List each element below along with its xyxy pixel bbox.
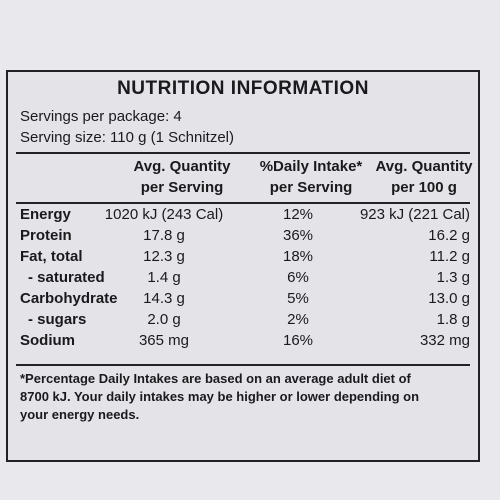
per-100g-value: 16.2 g [428,227,470,244]
per-100g-value: 1.3 g [436,269,470,286]
nutrient-label: Fat, total [20,248,83,265]
footnote: *Percentage Daily Intakes are based on a… [20,370,476,424]
per-serving-value: 14.3 g [143,290,185,307]
footnote-line: your energy needs. [20,407,140,422]
column-header-line: per Serving [140,179,224,196]
daily-intake-value: 16% [282,332,314,349]
nutrient-label: - sugars [28,311,87,328]
footnote-line: *Percentage Daily Intakes are based on a… [20,371,411,386]
per-100g-value: 11.2 g [429,248,470,265]
daily-intake-value: 36% [282,227,314,244]
nutrient-label: Carbohydrate [20,290,118,307]
daily-intake-value: 12% [282,206,314,223]
per-100g-value: 1.8 g [436,311,470,328]
table-row: Energy 1020 kJ (243 Cal) 12% 923 kJ (221… [20,206,470,227]
divider [16,364,470,366]
nutrient-label: Sodium [20,332,75,349]
table-row: Carbohydrate 14.3 g 5% 13.0 g [20,290,470,311]
column-header-per-serving: Avg. Quantity per Serving [118,156,246,198]
nutrient-label: - saturated [28,269,105,286]
per-serving-value: 17.8 g [143,227,185,244]
nutrient-label: Protein [20,227,72,244]
table-row: Sodium 365 mg 16% 332 mg [20,332,470,353]
column-header-line: Avg. Quantity [133,158,231,175]
table-row: - saturated 1.4 g 6% 1.3 g [20,269,470,290]
table-row: Protein 17.8 g 36% 16.2 g [20,227,470,248]
per-serving-value: 365 mg [138,332,190,349]
per-serving-value: 2.0 g [147,311,181,328]
daily-intake-value: 6% [287,269,309,286]
per-serving-value: 1.4 g [147,269,181,286]
daily-intake-value: 5% [287,290,309,307]
daily-intake-value: 2% [287,311,309,328]
nutrient-table: Energy 1020 kJ (243 Cal) 12% 923 kJ (221… [20,206,470,353]
table-row: Fat, total 12.3 g 18% 11.2 g [20,248,470,269]
divider [16,202,470,204]
column-header-daily-intake: %Daily Intake* per Serving [246,156,376,198]
nutrition-panel: NUTRITION INFORMATION Servings per packa… [6,70,480,462]
per-100g-value: 923 kJ (221 Cal) [359,206,470,223]
per-serving-value: 12.3 g [143,248,185,265]
daily-intake-value: 18% [282,248,314,265]
panel-title: NUTRITION INFORMATION [117,78,369,99]
column-header-line: per 100 g [391,179,457,196]
per-serving-value: 1020 kJ (243 Cal) [104,206,224,223]
per-100g-value: 13.0 g [428,290,470,307]
column-header-per-100g: Avg. Quantity per 100 g [370,156,478,198]
per-100g-value: 332 mg [419,332,470,349]
divider [16,152,470,154]
serving-size: Serving size: 110 g (1 Schnitzel) [20,129,234,146]
nutrient-label: Energy [20,206,71,223]
column-header-line: %Daily Intake* [259,158,363,175]
column-header-line: Avg. Quantity [375,158,473,175]
column-header-line: per Serving [269,179,353,196]
servings-per-package: Servings per package: 4 [20,108,182,125]
footnote-line: 8700 kJ. Your daily intakes may be highe… [20,389,420,404]
table-row: - sugars 2.0 g 2% 1.8 g [20,311,470,332]
